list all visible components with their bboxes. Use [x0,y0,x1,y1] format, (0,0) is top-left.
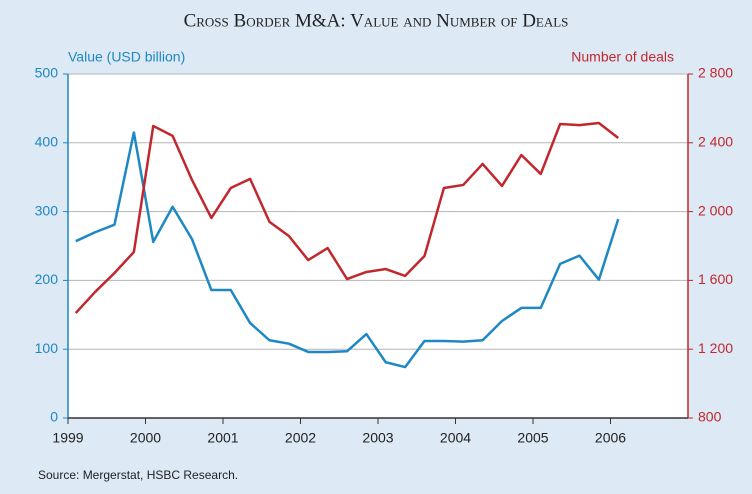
x-tick-label: 2000 [130,430,161,446]
y2-tick-label: 2 800 [698,65,733,81]
y-tick-label: 200 [35,271,59,287]
x-tick-label: 2002 [285,430,316,446]
x-tick-label: 2005 [517,430,548,446]
x-tick-label: 2006 [595,430,626,446]
y2-tick-label: 2 000 [698,202,733,218]
x-tick-label: 2004 [440,430,471,446]
plot-area [68,74,688,418]
y2-tick-label: 1 600 [698,271,733,287]
y-tick-label: 0 [50,409,58,425]
y-tick-label: 100 [35,340,59,356]
y2-tick-label: 1 200 [698,340,733,356]
y-tick-label: 400 [35,134,59,150]
x-tick-label: 1999 [52,430,83,446]
x-tick-label: 2003 [362,430,393,446]
x-tick-label: 2001 [207,430,238,446]
source-note: Source: Mergerstat, HSBC Research. [38,468,238,482]
y2-tick-label: 800 [698,409,722,425]
data-line [74,121,620,314]
y-axis-label: Value (USD billion) [68,49,185,65]
y2-tick-label: 2 400 [698,134,733,150]
y-tick-label: 500 [35,65,59,81]
y2-axis-label: Number of deals [571,49,674,65]
chart-title: Cross Border M&A: Value and Number of De… [184,10,569,31]
y-tick-label: 300 [35,202,59,218]
data-line [75,131,620,369]
